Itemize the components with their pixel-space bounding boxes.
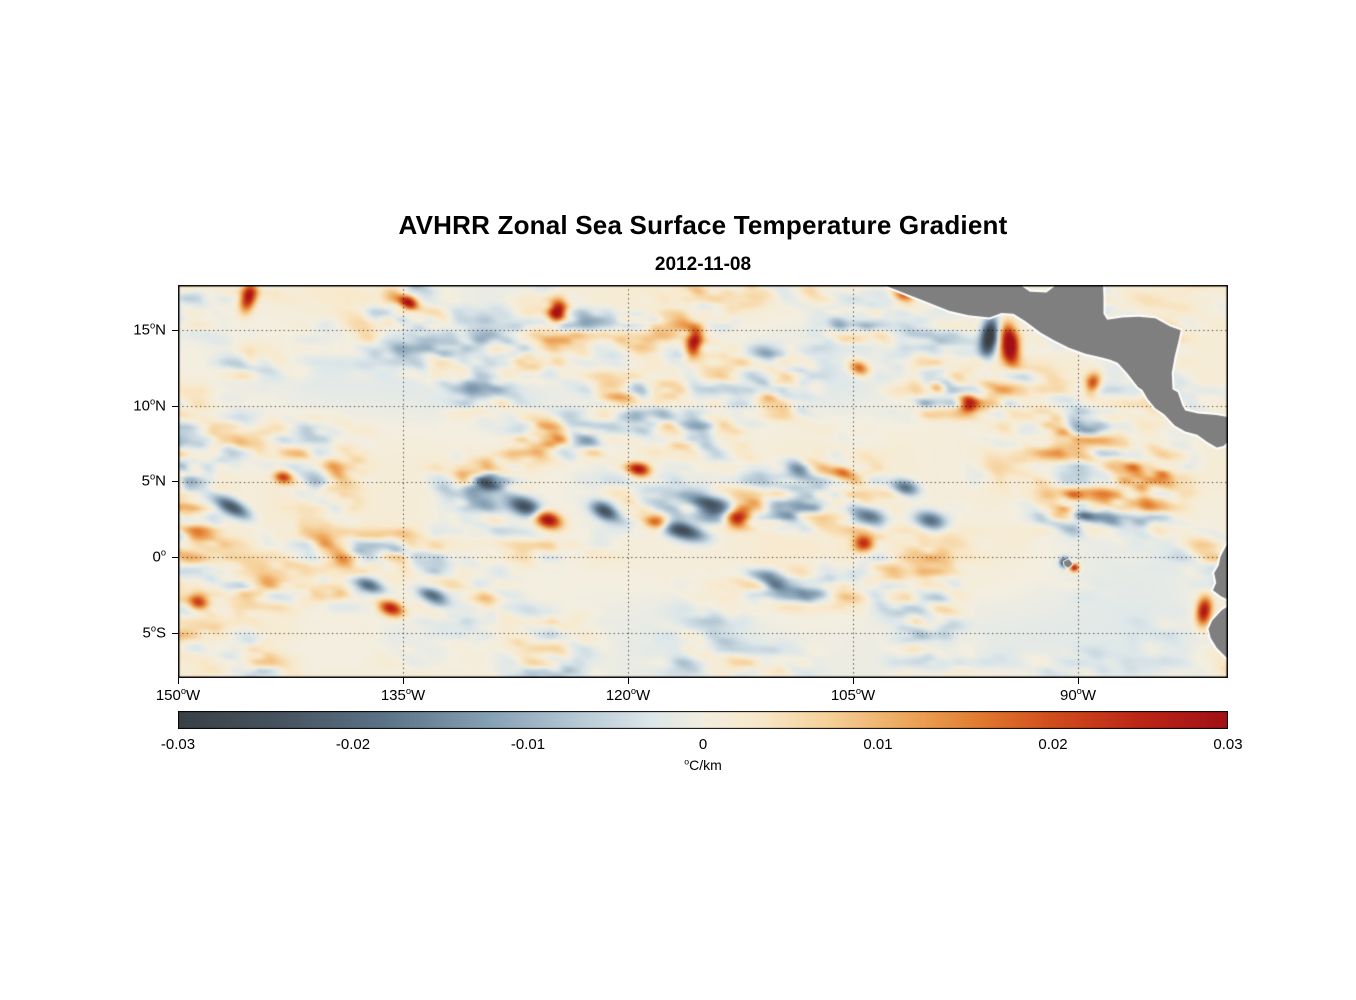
tick-number: 10 [133,397,150,415]
degree-symbol: o [160,547,166,558]
y-tick-label-10n: 10oN [133,396,166,415]
unit-text: C/km [689,757,722,773]
degree-symbol: o [180,686,187,696]
degree-symbol: o [149,471,156,482]
y-tick-mark [172,330,178,331]
hemisphere-letter: S [155,624,166,642]
hemisphere-letter: W [636,687,651,704]
hemisphere-letter: W [411,687,426,704]
y-tick-label-15n: 15oN [133,320,166,339]
chart-title: AVHRR Zonal Sea Surface Temperature Grad… [398,210,1008,240]
y-tick-label-5n: 5oN [141,471,166,490]
x-tick-mark [178,678,179,684]
tick-number: 15 [133,321,150,339]
x-tick-mark [853,678,854,684]
degree-symbol: o [684,756,690,767]
tick-number: 150 [155,687,181,704]
hemisphere-letter: W [1081,687,1097,704]
sst-gradient-heatmap [178,285,1228,678]
degree-symbol: o [149,396,156,407]
colorbar-tick-label: -0.02 [335,736,371,753]
degree-symbol: o [855,686,862,696]
x-tick-mark [1078,678,1079,684]
colorbar-tick-label: 0 [698,736,708,753]
tick-number: 5 [141,472,150,490]
degree-symbol: o [630,686,637,696]
tick-number: 90 [1059,687,1077,704]
colorbar-gradient [178,711,1228,729]
tick-number: 120 [605,687,631,704]
hemisphere-letter: N [155,321,166,339]
chart-date-subtitle: 2012-11-08 [654,254,752,275]
colorbar-tick-label: -0.03 [160,736,196,753]
colorbar-tick-label: 0.01 [863,736,893,753]
y-tick-mark [172,633,178,634]
tick-number: 105 [830,687,856,704]
y-tick-mark [172,557,178,558]
x-tick-label-135w: 135oW [380,686,426,704]
colorbar-tick-label: -0.01 [510,736,546,753]
x-tick-mark [403,678,404,684]
tick-number: 5 [142,624,151,642]
colorbar-tick-label: 0.02 [1038,736,1068,753]
x-tick-mark [628,678,629,684]
degree-symbol: o [150,623,156,634]
hemisphere-letter: W [861,687,876,704]
degree-symbol: o [1076,686,1082,696]
x-tick-label-105w: 105oW [830,686,876,704]
y-tick-mark [172,406,178,407]
tick-number: 0 [152,548,161,566]
colorbar-unit-label: oC/km [178,757,1228,773]
map-plot-area [178,285,1228,678]
degree-symbol: o [149,320,156,331]
y-tick-label-5s: 5oS [142,623,166,642]
colorbar-tick-label: 0.03 [1213,736,1243,753]
degree-symbol: o [405,686,412,696]
hemisphere-letter: N [155,397,166,415]
y-tick-mark [172,481,178,482]
y-tick-label-0: 0o [152,547,166,566]
tick-number: 135 [380,687,406,704]
x-tick-label-120w: 120oW [605,686,651,704]
hemisphere-letter: N [155,472,166,490]
x-tick-label-150w: 150oW [155,686,201,704]
x-tick-label-90w: 90oW [1059,686,1097,704]
hemisphere-letter: W [186,687,201,704]
